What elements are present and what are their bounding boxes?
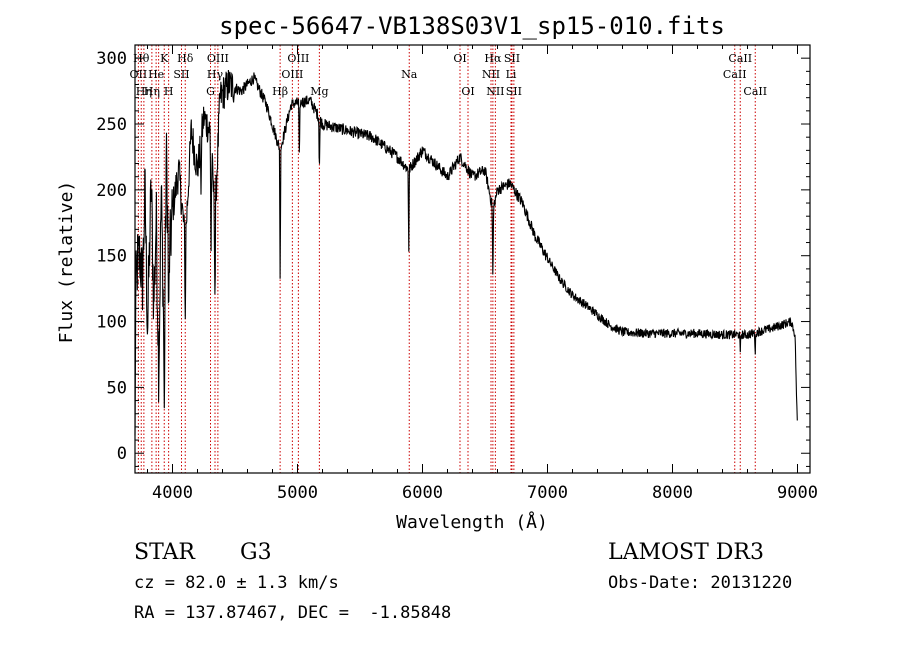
- line-marker-label: CaII: [728, 52, 752, 65]
- line-marker-label: OIII: [287, 52, 309, 65]
- line-marker-label: Li: [506, 68, 517, 81]
- line-marker-label: SII: [173, 68, 189, 81]
- x-axis-label: Wavelength (Å): [396, 511, 548, 533]
- y-tick-label: 150: [96, 247, 127, 267]
- line-marker-label: OIII: [281, 68, 303, 81]
- line-marker-label: NII: [486, 85, 504, 98]
- line-marker-label: Hβ: [272, 85, 288, 98]
- x-tick-label: 5000: [277, 483, 318, 503]
- redshift-cz: cz = 82.0 ± 1.3 km/s: [134, 573, 339, 593]
- line-marker-label: Hδ: [177, 52, 194, 65]
- spectrum-series: [134, 69, 798, 436]
- plot-frame: [134, 44, 811, 474]
- line-marker-label: NII: [482, 68, 500, 81]
- line-marker-label: CaII: [743, 85, 767, 98]
- axis-ticks: 4000 5000 6000 7000 8000 9000 0 50 100 150 200 250 3…: [96, 44, 818, 503]
- object-subclass: G3: [240, 540, 272, 565]
- line-marker-label: H: [164, 85, 174, 98]
- survey-name: LAMOST DR3: [608, 540, 764, 565]
- observation-date: Obs-Date: 20131220: [608, 573, 793, 593]
- line-marker-label: Mg: [310, 85, 328, 98]
- y-tick-label: 100: [96, 313, 127, 333]
- x-tick-label: 4000: [152, 483, 193, 503]
- y-tick-label: 250: [96, 115, 127, 135]
- y-tick-label: 200: [96, 181, 127, 201]
- line-marker-label: Hγ: [207, 68, 224, 81]
- line-marker-label: Hη: [136, 85, 152, 98]
- x-tick-label: 8000: [652, 483, 693, 503]
- line-marker-label: Na: [401, 68, 418, 81]
- line-marker-label: He: [148, 68, 164, 81]
- spectrum-line: [134, 69, 798, 436]
- x-tick-label: 6000: [402, 483, 443, 503]
- line-marker-label: OIII: [207, 52, 229, 65]
- y-axis-label: Flux (relative): [56, 181, 77, 344]
- line-marker-label: G: [206, 85, 215, 98]
- line-markers: [137, 45, 756, 473]
- line-marker-label: Hα: [484, 52, 502, 65]
- line-marker-label: OII: [130, 68, 148, 81]
- line-marker-label: SII: [506, 85, 522, 98]
- line-marker-label: OI: [461, 85, 474, 98]
- line-marker-label: K: [160, 52, 169, 65]
- object-class: STAR: [134, 540, 195, 565]
- line-marker-label: SII: [504, 52, 520, 65]
- line-marker-label: Hη: [144, 85, 160, 98]
- x-tick-label: 7000: [527, 483, 568, 503]
- y-tick-label: 300: [96, 49, 127, 69]
- coordinates: RA = 137.87467, DEC = -1.85848: [134, 603, 452, 623]
- line-marker-label: OI: [453, 52, 466, 65]
- x-tick-label: 9000: [777, 483, 818, 503]
- y-tick-label: 0: [117, 444, 127, 464]
- line-marker-label: Hθ: [133, 52, 150, 65]
- chart-title: spec-56647-VB138S03V1_sp15-010.fits: [219, 12, 725, 40]
- y-tick-label: 50: [107, 378, 127, 398]
- line-marker-label: CaII: [723, 68, 747, 81]
